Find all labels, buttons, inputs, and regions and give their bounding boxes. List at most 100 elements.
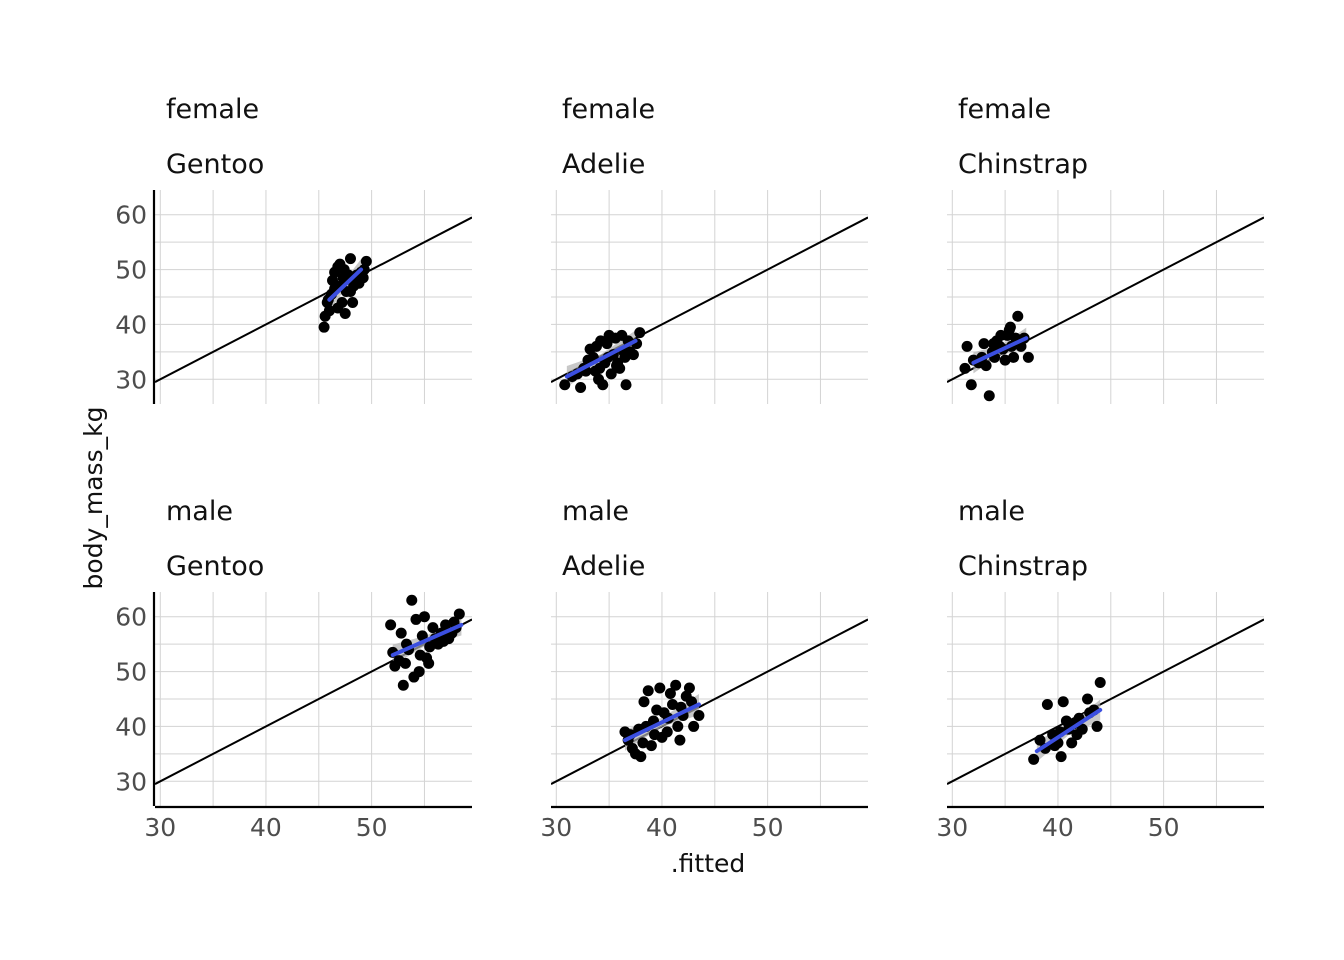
panel-plot-area <box>155 216 472 383</box>
y-tick-label: 60 <box>115 603 147 632</box>
strip-label-species: Gentoo <box>166 149 264 180</box>
x-tick-label: 40 <box>646 813 678 842</box>
data-point <box>1082 693 1094 705</box>
strip-label-species: Chinstrap <box>958 149 1088 180</box>
strip-label-sex: female <box>166 94 259 125</box>
data-point <box>413 666 425 678</box>
strip-label-sex: male <box>562 496 629 527</box>
data-point <box>327 275 339 287</box>
data-point <box>601 338 613 350</box>
data-point <box>1091 720 1103 732</box>
data-point <box>999 354 1011 366</box>
data-point <box>575 382 587 394</box>
panel-female-gentoo: female Gentoo 30 40 50 60 <box>115 94 472 404</box>
data-point <box>414 649 426 661</box>
data-point <box>654 682 666 694</box>
data-point <box>347 296 359 308</box>
strip-label-species: Gentoo <box>166 551 264 582</box>
x-tick-label: 30 <box>540 813 572 842</box>
data-point <box>672 720 684 732</box>
data-point <box>978 338 990 350</box>
data-point <box>406 594 418 606</box>
data-point <box>594 362 606 374</box>
reference-line <box>551 618 868 785</box>
data-point <box>1094 677 1106 689</box>
data-point <box>638 696 650 708</box>
data-point <box>686 696 698 708</box>
strip-label-sex: male <box>166 496 233 527</box>
data-point <box>649 729 661 741</box>
data-point <box>664 688 676 700</box>
panel-male-gentoo: male Gentoo 30 40 50 60 30 40 50 <box>115 496 472 842</box>
fit-line <box>564 338 638 379</box>
data-point <box>385 619 397 631</box>
data-point <box>437 635 449 647</box>
data-point <box>674 734 686 746</box>
data-point <box>693 709 705 721</box>
panel-male-adelie: male Adelie 30 40 50 <box>540 496 868 842</box>
data-point <box>597 379 609 391</box>
y-axis-title: body_mass_kg <box>79 407 108 590</box>
data-point <box>1055 751 1067 763</box>
data-point <box>1004 321 1016 333</box>
strip-label-sex: female <box>958 94 1051 125</box>
strip-label-species: Chinstrap <box>958 551 1088 582</box>
strip-label-sex: male <box>958 496 1025 527</box>
y-tick-label: 40 <box>115 712 147 741</box>
data-point <box>667 698 679 710</box>
y-tick-label: 60 <box>115 201 147 230</box>
strip-label-species: Adelie <box>562 551 645 582</box>
panel-plot-area <box>155 594 472 785</box>
x-tick-label: 50 <box>356 813 388 842</box>
data-point <box>1034 734 1046 746</box>
data-point <box>995 329 1007 341</box>
data-point <box>1008 351 1020 363</box>
panel-plot-area <box>947 216 1264 402</box>
data-point <box>397 679 409 691</box>
data-point <box>634 327 646 339</box>
data-point <box>440 619 452 631</box>
data-point <box>1022 351 1034 363</box>
data-point <box>605 368 617 380</box>
data-point <box>336 296 348 308</box>
panel-male-chinstrap: male Chinstrap 30 40 50 <box>936 496 1264 842</box>
panel-female-chinstrap: female Chinstrap <box>947 94 1264 404</box>
reference-line <box>155 216 472 383</box>
data-point <box>987 338 999 350</box>
data-point <box>410 613 422 625</box>
data-point <box>318 321 330 333</box>
data-point <box>1066 737 1078 749</box>
panel-plot-area <box>551 618 868 785</box>
data-point <box>1057 696 1069 708</box>
data-point <box>688 720 700 732</box>
data-point <box>983 390 995 402</box>
data-point <box>620 379 632 391</box>
data-point <box>637 737 649 749</box>
x-axis-title: .fitted <box>671 849 746 878</box>
reference-line <box>947 618 1264 785</box>
fit-line <box>327 267 364 302</box>
panel-plot-area <box>551 216 868 394</box>
y-tick-label: 30 <box>115 365 147 394</box>
data-point <box>453 608 465 620</box>
x-tick-label: 40 <box>1042 813 1074 842</box>
data-point <box>395 627 407 639</box>
data-point <box>399 657 411 669</box>
data-point <box>1071 729 1083 741</box>
x-tick-label: 30 <box>936 813 968 842</box>
data-point <box>961 340 973 352</box>
data-point <box>323 305 335 317</box>
data-point <box>642 685 654 697</box>
x-tick-label: 30 <box>144 813 176 842</box>
x-tick-label: 50 <box>752 813 784 842</box>
data-point <box>1041 698 1053 710</box>
data-point <box>559 379 571 391</box>
x-tick-label: 50 <box>1148 813 1180 842</box>
data-point <box>1028 753 1040 765</box>
x-tick-label: 40 <box>250 813 282 842</box>
data-point <box>683 682 695 694</box>
data-point <box>424 641 436 653</box>
data-point <box>1012 310 1024 322</box>
strip-label-sex: female <box>562 94 655 125</box>
